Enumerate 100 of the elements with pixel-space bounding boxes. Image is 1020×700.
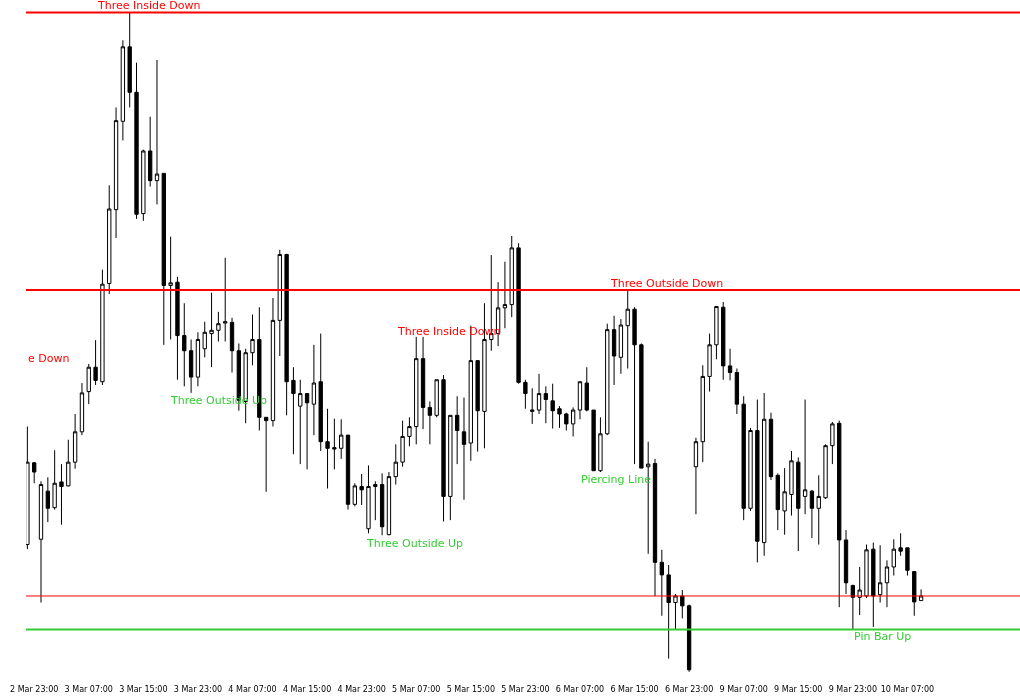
candlestick — [755, 399, 760, 563]
candlestick — [714, 306, 719, 360]
candlestick — [659, 549, 664, 617]
candlestick — [298, 379, 303, 465]
candlestick — [577, 381, 583, 420]
candlestick — [209, 292, 214, 368]
x-tick-label: 3 Mar 15:00 — [119, 685, 168, 694]
annotation: Three Outside Up — [366, 537, 464, 550]
candlestick — [79, 382, 85, 436]
candlestick — [454, 395, 460, 465]
x-tick-label: 5 Mar 15:00 — [446, 685, 495, 694]
candlestick — [352, 482, 357, 507]
candlestick — [100, 269, 105, 386]
candlestick — [120, 39, 126, 141]
candlestick — [291, 366, 296, 455]
candlestick — [318, 333, 323, 452]
candlestick — [830, 421, 835, 465]
candlestick — [414, 336, 419, 445]
x-tick-label: 5 Mar 23:00 — [501, 685, 550, 694]
candlestick — [775, 472, 780, 531]
candlestick — [680, 589, 685, 619]
candlestick — [686, 604, 692, 673]
candlestick — [516, 242, 521, 385]
candlestick — [127, 12, 132, 108]
candlestick — [816, 474, 821, 546]
candlestick — [407, 416, 412, 447]
candlestick — [107, 184, 112, 295]
candlestick — [693, 437, 699, 515]
candlestick — [134, 62, 139, 220]
candlestick — [727, 348, 733, 381]
candlestick — [270, 297, 276, 428]
candlestick — [605, 323, 610, 436]
candlestick — [72, 413, 78, 470]
candlestick — [523, 379, 528, 410]
x-tick-label: 4 Mar 07:00 — [228, 685, 277, 694]
candlestick — [26, 426, 30, 550]
candlestick — [400, 420, 405, 468]
candlestick — [734, 368, 740, 415]
candlestick — [52, 449, 57, 511]
candlestick — [66, 439, 71, 488]
candlestick — [263, 416, 269, 493]
candlestick — [38, 480, 44, 604]
candlestick — [86, 363, 91, 405]
candlestick — [761, 392, 767, 557]
candlestick — [113, 106, 119, 239]
x-tick-label: 3 Mar 23:00 — [173, 685, 223, 694]
candlestick — [802, 399, 808, 515]
candlestick — [509, 235, 514, 318]
candlestick — [837, 420, 842, 608]
candlestick — [707, 333, 712, 393]
candlestick — [543, 385, 549, 424]
text: Three Inside Down — [97, 0, 201, 12]
candlestick — [564, 412, 569, 431]
candlestick — [448, 414, 453, 521]
x-tick-label: 6 Mar 07:00 — [555, 685, 605, 694]
annotation: Three Outside Down — [610, 277, 724, 290]
x-tick-label: 10 Mar 07:00 — [880, 685, 935, 694]
candlestick — [304, 393, 310, 470]
candlestick — [652, 458, 658, 597]
candlestick — [557, 405, 562, 429]
candlestick — [871, 542, 876, 628]
candlestick — [884, 559, 890, 608]
candlestick — [666, 564, 671, 660]
candlestick — [618, 318, 624, 375]
x-tick-label: 9 Mar 07:00 — [719, 685, 768, 694]
candlestick — [168, 236, 173, 341]
candlestick — [175, 276, 180, 381]
candlestick — [202, 321, 207, 358]
candlestick — [721, 301, 726, 381]
candlestick — [584, 366, 589, 412]
candlestick — [154, 59, 160, 205]
candlestick — [625, 289, 630, 370]
candlestick — [420, 336, 426, 430]
x-tick-label: 4 Mar 23:00 — [337, 685, 386, 694]
candlestick — [223, 257, 228, 342]
x-tick-label: 4 Mar 15:00 — [282, 685, 332, 694]
candlestick — [530, 387, 535, 425]
candlestick — [550, 383, 555, 430]
candlestick — [502, 261, 508, 329]
candlestick — [850, 584, 856, 631]
candlestick — [59, 463, 64, 526]
candlestick — [45, 476, 50, 523]
candlestick — [536, 373, 542, 415]
x-tick-label: 9 Mar 23:00 — [828, 685, 878, 694]
candlestick — [639, 342, 644, 469]
candlestick — [373, 480, 378, 521]
annotation: Pin Bar Up — [854, 630, 912, 643]
candlestick — [332, 418, 337, 470]
candlestick — [912, 571, 917, 617]
candlestick — [93, 339, 98, 386]
candlestick — [339, 418, 344, 460]
candlestick — [823, 443, 828, 500]
candlestick — [284, 253, 289, 416]
candlestick — [748, 427, 753, 512]
candlestick — [229, 317, 235, 373]
x-tick-label: 6 Mar 15:00 — [610, 685, 659, 694]
annotation: e Down — [28, 352, 70, 365]
candlestick — [843, 529, 849, 595]
x-tick-label: 9 Mar 15:00 — [774, 685, 823, 694]
candlestick — [379, 472, 385, 536]
